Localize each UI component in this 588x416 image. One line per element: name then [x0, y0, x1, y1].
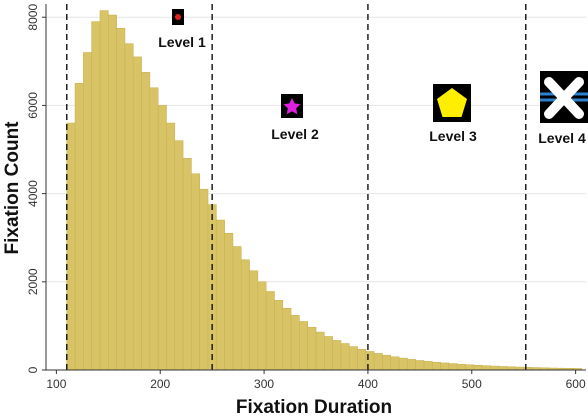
histogram-bar — [174, 140, 184, 371]
histogram-bar — [132, 56, 142, 371]
white-cross-stroke-b — [544, 77, 584, 119]
histogram-bar — [423, 361, 433, 371]
y-tick-label: 4000 — [26, 180, 40, 207]
histogram-bar — [166, 122, 176, 371]
histogram-bar — [108, 14, 117, 371]
histogram-bar — [66, 122, 76, 371]
histogram-bar — [265, 291, 275, 371]
histogram-bar — [191, 173, 200, 371]
histogram-bar — [116, 27, 126, 371]
x-tick-label: 400 — [358, 377, 378, 391]
x-tick-label: 600 — [566, 377, 586, 391]
histogram-bar — [74, 83, 84, 371]
histogram-bar — [348, 346, 358, 371]
red-dot-icon-dot — [175, 14, 181, 20]
histogram-bar — [332, 340, 342, 371]
level-2-label: Level 2 — [271, 126, 319, 142]
histogram-bar — [182, 158, 192, 371]
x-tick-label: 200 — [150, 377, 170, 391]
histogram-bar — [415, 360, 425, 371]
y-axis-title: Fixation Count — [2, 121, 23, 255]
histogram-bar — [365, 351, 375, 371]
histogram-bar — [307, 326, 317, 371]
histogram-bar — [257, 281, 267, 371]
y-tick-label: 8000 — [26, 4, 40, 31]
histogram-bar — [232, 246, 242, 371]
histogram-bar — [473, 364, 483, 371]
x-tick-label: 100 — [46, 377, 66, 391]
histogram-bar — [465, 364, 475, 371]
magenta-star-shape — [283, 98, 301, 115]
histogram-bar — [290, 315, 300, 371]
histogram-bar — [157, 105, 167, 371]
histogram-bar — [99, 10, 109, 371]
histogram-bar — [240, 259, 250, 371]
histogram-bar — [199, 188, 209, 371]
histogram-bar — [490, 365, 500, 371]
histogram-bar — [456, 363, 466, 371]
histogram-bar — [315, 331, 325, 371]
level-4-label: Level 4 — [538, 130, 586, 146]
histogram-bar — [432, 361, 441, 371]
x-axis-title: Fixation Duration — [236, 397, 392, 416]
histogram-bar — [498, 366, 508, 371]
y-tick-label: 6000 — [26, 92, 40, 119]
histogram-bar — [91, 21, 101, 371]
level-1-marker: Level 1 — [158, 9, 206, 50]
histogram-bar — [390, 356, 400, 371]
y-tick-label: 0 — [26, 366, 40, 373]
histogram-bar — [440, 362, 450, 371]
x-tick-label: 500 — [462, 377, 482, 391]
level-4-marker: Level 4 — [538, 71, 588, 146]
histogram-bar — [249, 270, 259, 371]
histogram-bars — [66, 10, 583, 371]
histogram-bar — [141, 72, 151, 371]
level-2-marker: Level 2 — [271, 94, 319, 142]
axes — [42, 4, 586, 374]
histogram-bar — [149, 87, 159, 371]
level-3-marker: Level 3 — [429, 84, 477, 144]
histogram-bar — [299, 321, 308, 371]
histogram-bar — [224, 233, 234, 371]
histogram-bar — [448, 363, 458, 371]
histogram-bar — [373, 353, 383, 371]
level-threshold-lines — [66, 4, 527, 370]
histogram-bar — [340, 343, 350, 371]
histogram-bar — [324, 336, 333, 371]
histogram-bar — [216, 219, 225, 371]
yellow-pentagon-shape — [437, 88, 467, 117]
histogram-bar — [382, 354, 392, 371]
level-3-label: Level 3 — [429, 128, 477, 144]
histogram-bar — [407, 359, 416, 371]
y-tick-label: 2000 — [26, 268, 40, 295]
histogram-bar — [357, 348, 367, 371]
histogram-bar — [124, 43, 134, 371]
histogram-bar — [481, 365, 491, 371]
level-1-label: Level 1 — [158, 34, 206, 50]
histogram-bar — [83, 52, 92, 371]
x-tick-label: 300 — [254, 377, 274, 391]
histogram-bar — [274, 300, 284, 371]
histogram-bar — [398, 357, 408, 371]
histogram-bar — [282, 307, 292, 371]
